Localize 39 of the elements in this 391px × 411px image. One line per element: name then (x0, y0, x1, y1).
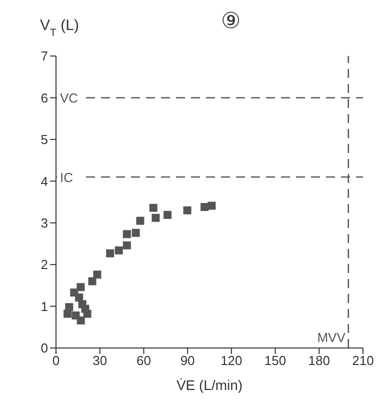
point (149, 204, 158, 212)
y-tick-label: 1 (40, 298, 48, 314)
ref-line-label: VC (60, 90, 78, 106)
y-tick-label: 7 (40, 48, 48, 64)
y-tick-label: 0 (40, 340, 48, 356)
y-tick-label: 2 (40, 257, 48, 272)
x-tick-label: 180 (308, 353, 330, 368)
point (88, 277, 96, 286)
x-tick-label: 90 (180, 353, 195, 368)
y-tick-label: 6 (40, 90, 48, 106)
point (152, 214, 160, 222)
point (122, 230, 131, 238)
x-tick-label: 120 (220, 353, 242, 368)
point (183, 206, 192, 214)
point (76, 283, 85, 292)
x-tick-label: 210 (352, 353, 374, 368)
x-axis-title: V̇E (L/min) (176, 377, 243, 393)
y-axis-title: V$_{T}$ (L) (40, 17, 79, 39)
x-tick-label: 30 (92, 353, 108, 368)
ref-line-label: MVV (317, 330, 346, 345)
point (65, 303, 74, 312)
y-tick-label: 3 (40, 215, 48, 230)
point (208, 202, 216, 210)
y-tick-label: 5 (40, 132, 48, 148)
point (114, 246, 123, 254)
point (93, 270, 102, 279)
x-tick-label: 150 (264, 353, 286, 368)
ref-line-label: IC (60, 170, 73, 185)
chart-title: ⑨ (220, 8, 242, 34)
point (76, 316, 85, 324)
point (132, 228, 140, 237)
point (106, 249, 114, 258)
point (136, 216, 144, 225)
point (83, 310, 92, 318)
y-tick-label: 4 (40, 174, 48, 189)
point (122, 241, 131, 250)
x-tick-label: 0 (52, 353, 60, 368)
point (164, 210, 172, 219)
x-tick-label: 60 (136, 353, 151, 368)
